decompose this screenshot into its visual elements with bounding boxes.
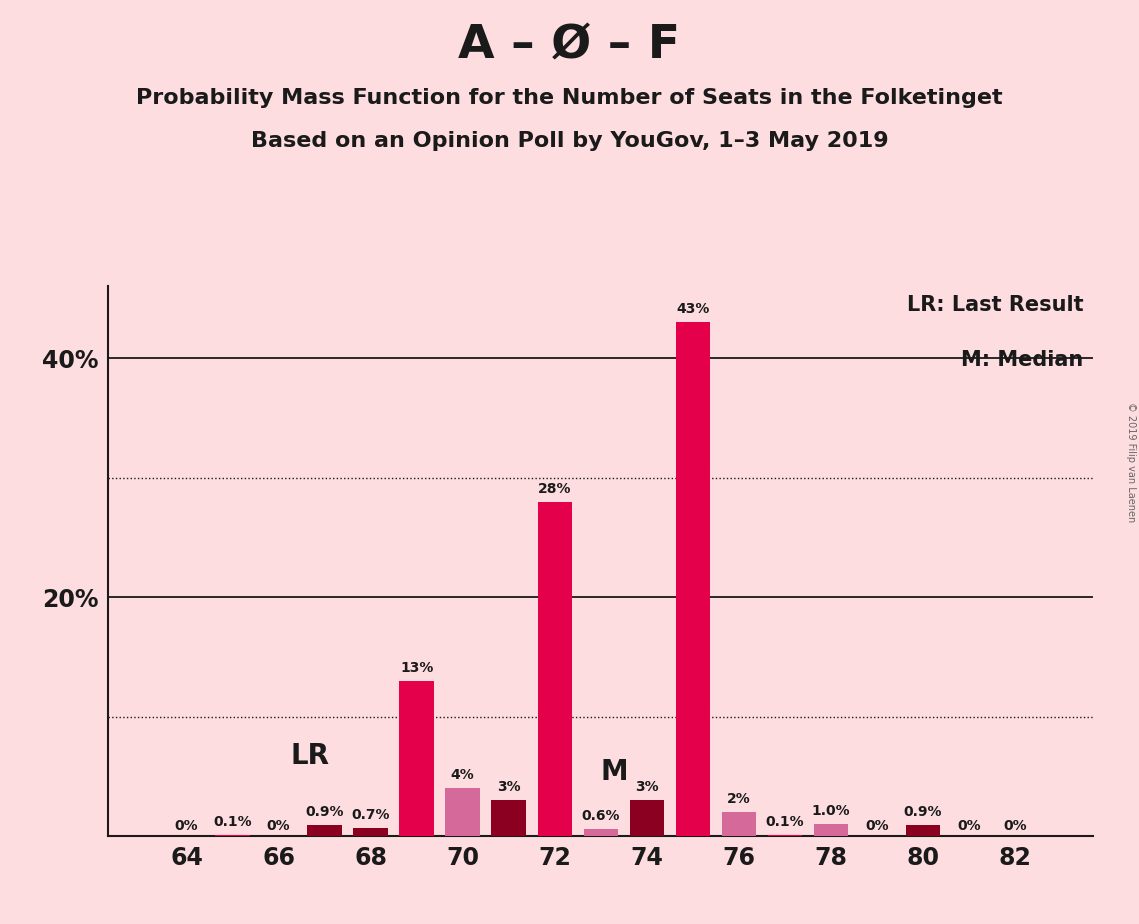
Bar [353,828,388,836]
Text: 0.9%: 0.9% [305,806,344,820]
Text: LR: Last Result: LR: Last Result [907,295,1083,315]
Bar [583,829,618,836]
Text: 1.0%: 1.0% [812,804,851,819]
Bar [768,835,802,836]
Text: 0%: 0% [957,819,981,833]
Text: 4%: 4% [451,769,475,783]
Bar [722,812,756,836]
Text: © 2019 Filip van Laenen: © 2019 Filip van Laenen [1125,402,1136,522]
Text: 0.9%: 0.9% [904,806,942,820]
Text: Based on an Opinion Poll by YouGov, 1–3 May 2019: Based on an Opinion Poll by YouGov, 1–3 … [251,131,888,152]
Text: 2%: 2% [727,793,751,807]
Text: LR: LR [290,743,329,771]
Bar [813,824,849,836]
Text: 13%: 13% [400,661,433,675]
Text: M: Median: M: Median [961,349,1083,370]
Bar [215,835,249,836]
Text: 0%: 0% [174,819,198,833]
Text: A – Ø – F: A – Ø – F [458,23,681,68]
Bar [675,322,710,836]
Text: 3%: 3% [636,781,658,795]
Text: Probability Mass Function for the Number of Seats in the Folketinget: Probability Mass Function for the Number… [137,88,1002,108]
Text: 0%: 0% [267,819,290,833]
Text: 28%: 28% [538,481,572,495]
Bar [308,825,342,836]
Text: 0.7%: 0.7% [351,808,390,821]
Text: 0%: 0% [1003,819,1027,833]
Text: 0.6%: 0.6% [582,809,620,823]
Text: 3%: 3% [497,781,521,795]
Text: M: M [600,758,629,786]
Bar [538,502,572,836]
Bar [630,800,664,836]
Bar [400,681,434,836]
Bar [906,825,941,836]
Bar [445,788,480,836]
Bar [492,800,526,836]
Text: 0.1%: 0.1% [765,815,804,829]
Text: 0%: 0% [866,819,888,833]
Text: 0.1%: 0.1% [213,815,252,829]
Text: 43%: 43% [677,302,710,316]
